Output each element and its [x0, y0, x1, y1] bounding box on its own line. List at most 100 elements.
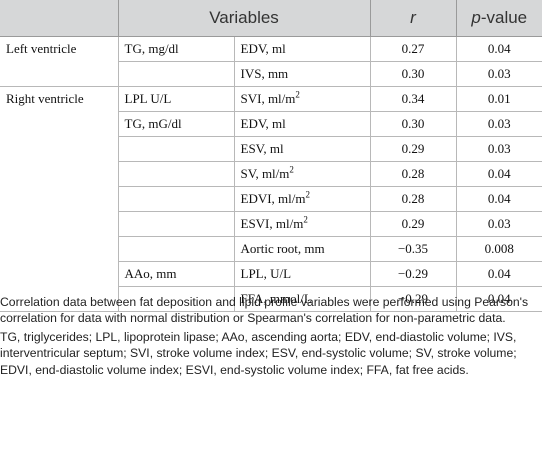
footnote-method: Correlation data between fat deposition … [0, 295, 529, 326]
cell-r: 0.30 [369, 61, 456, 87]
table-body: Left ventricle TG, mg/dl EDV, ml 0.27 0.04 IV… [0, 36, 542, 312]
cell-group-text: Left ventricle [6, 41, 77, 57]
table-row: SV, ml/m2 0.28 0.04 [0, 161, 542, 187]
footnote-abbreviations: TG, triglycerides; LPL, lipoprotein lipa… [0, 329, 517, 377]
cell-p-value: 0.03 [455, 211, 542, 237]
cell-group [0, 187, 118, 212]
cell-variable-text: ESVI, ml/m [240, 216, 304, 231]
table-row: AAo, mm LPL, U/L −0.29 0.04 [0, 261, 542, 287]
cell-predictor: TG, mG/dl [117, 111, 234, 137]
cell-group: Left ventricle [0, 37, 118, 62]
cell-p-value-text: 0.04 [487, 266, 511, 281]
cell-p-value: 0.008 [455, 236, 542, 262]
cell-variable-text: EDV, ml [240, 41, 286, 56]
cell-r: 0.28 [369, 161, 456, 187]
cell-r: 0.29 [369, 136, 456, 162]
cell-r: 0.28 [369, 186, 456, 212]
cell-predictor [117, 211, 234, 237]
table-row: FFA, mmol/L −0.29 0.04 [0, 286, 542, 312]
cell-group [0, 112, 118, 137]
cell-r: 0.34 [369, 86, 456, 112]
cell-predictor [117, 136, 234, 162]
superscript-unit: 2 [295, 89, 300, 100]
cell-r-text: −0.29 [397, 291, 429, 306]
cell-variable: Aortic root, mm [233, 236, 370, 262]
cell-p-value-text: 0.04 [487, 41, 511, 56]
cell-p-value: 0.03 [455, 61, 542, 87]
cell-variable: ESV, ml [233, 136, 370, 162]
cell-r-text: 0.28 [401, 166, 425, 181]
cell-predictor-text: TG, mG/dl [124, 116, 182, 131]
cell-variable: LPL, U/L [233, 261, 370, 287]
cell-r: 0.30 [369, 111, 456, 137]
cell-variable-text: IVS, mm [240, 66, 289, 81]
cell-r-text: 0.34 [401, 91, 425, 106]
cell-r-text: 0.27 [401, 41, 425, 56]
table-row: Right ventricle LPL U/L SVI, ml/m2 0.34 0.01 [0, 86, 542, 112]
cell-predictor-text: LPL U/L [124, 91, 172, 106]
cell-variable: IVS, mm [233, 61, 370, 87]
cell-r-text: 0.28 [401, 191, 425, 206]
cell-variable-text: Aortic root, mm [240, 241, 325, 256]
cell-r: −0.29 [369, 286, 456, 312]
superscript-unit: 2 [289, 164, 294, 175]
superscript-unit: 2 [305, 189, 311, 200]
cell-r-text: 0.29 [401, 216, 425, 231]
cell-r-text: −0.29 [397, 266, 429, 281]
cell-r-text: 0.30 [401, 66, 425, 81]
cell-variable-text: EDV, ml [240, 116, 286, 131]
cell-variable-text: SVI, ml/m [240, 91, 296, 106]
cell-p-value-text: 0.04 [487, 166, 511, 181]
cell-predictor-text: TG, mg/dl [124, 41, 179, 56]
cell-p-value-text: 0.03 [487, 216, 511, 231]
header-p-prefix: p [471, 8, 481, 27]
table-footnote: Correlation data between fat deposition … [0, 294, 540, 378]
cell-group: Right ventricle [0, 87, 118, 112]
header-p-suffix: -value [480, 8, 528, 27]
table-row: ESVI, ml/m2 0.29 0.03 [0, 211, 542, 237]
table-row: IVS, mm 0.30 0.03 [0, 61, 542, 87]
cell-p-value-text: 0.008 [484, 241, 514, 256]
cell-p-value: 0.04 [455, 36, 542, 62]
cell-predictor [117, 236, 234, 262]
cell-r: −0.35 [369, 236, 456, 262]
cell-r: 0.27 [369, 36, 456, 62]
cell-p-value: 0.04 [455, 161, 542, 187]
table-header-row: Variables r p-value [0, 0, 542, 37]
header-p-value: p-value [455, 0, 542, 37]
cell-r: −0.29 [369, 261, 456, 287]
cell-p-value-text: 0.03 [487, 116, 511, 131]
cell-p-value-text: 0.03 [487, 66, 511, 81]
cell-predictor [117, 161, 234, 187]
table-row: TG, mG/dl EDV, ml 0.30 0.03 [0, 111, 542, 137]
table-row: ESV, ml 0.29 0.03 [0, 136, 542, 162]
cell-variable-text: SV, ml/m [240, 166, 290, 181]
header-r: r [369, 0, 456, 37]
cell-predictor [117, 286, 234, 312]
cell-predictor [117, 186, 234, 212]
cell-predictor: AAo, mm [117, 261, 234, 287]
cell-group-text: Right ventricle [6, 91, 84, 107]
cell-predictor-text: AAo, mm [124, 266, 177, 281]
cell-variable: EDV, ml [233, 36, 370, 62]
cell-group [0, 162, 118, 187]
cell-variable: EDV, ml [233, 111, 370, 137]
cell-r: 0.29 [369, 211, 456, 237]
cell-p-value-text: 0.01 [487, 91, 511, 106]
table-row: EDVI, ml/m2 0.28 0.04 [0, 186, 542, 212]
cell-variable: ESVI, ml/m2 [233, 211, 370, 237]
header-blank [0, 0, 118, 37]
cell-group [0, 61, 118, 87]
cell-p-value: 0.04 [455, 286, 542, 312]
cell-r-text: −0.35 [397, 241, 429, 256]
cell-variable: SV, ml/m2 [233, 161, 370, 187]
cell-p-value-text: 0.03 [487, 141, 511, 156]
table-row: Aortic root, mm −0.35 0.008 [0, 236, 542, 262]
cell-group [0, 286, 118, 312]
cell-group [0, 262, 118, 287]
correlation-table: Variables r p-value Left ventricle TG, mg… [0, 0, 542, 312]
cell-variable: SVI, ml/m2 [233, 86, 370, 112]
cell-variable-text: LPL, U/L [240, 266, 292, 281]
cell-group [0, 212, 118, 237]
